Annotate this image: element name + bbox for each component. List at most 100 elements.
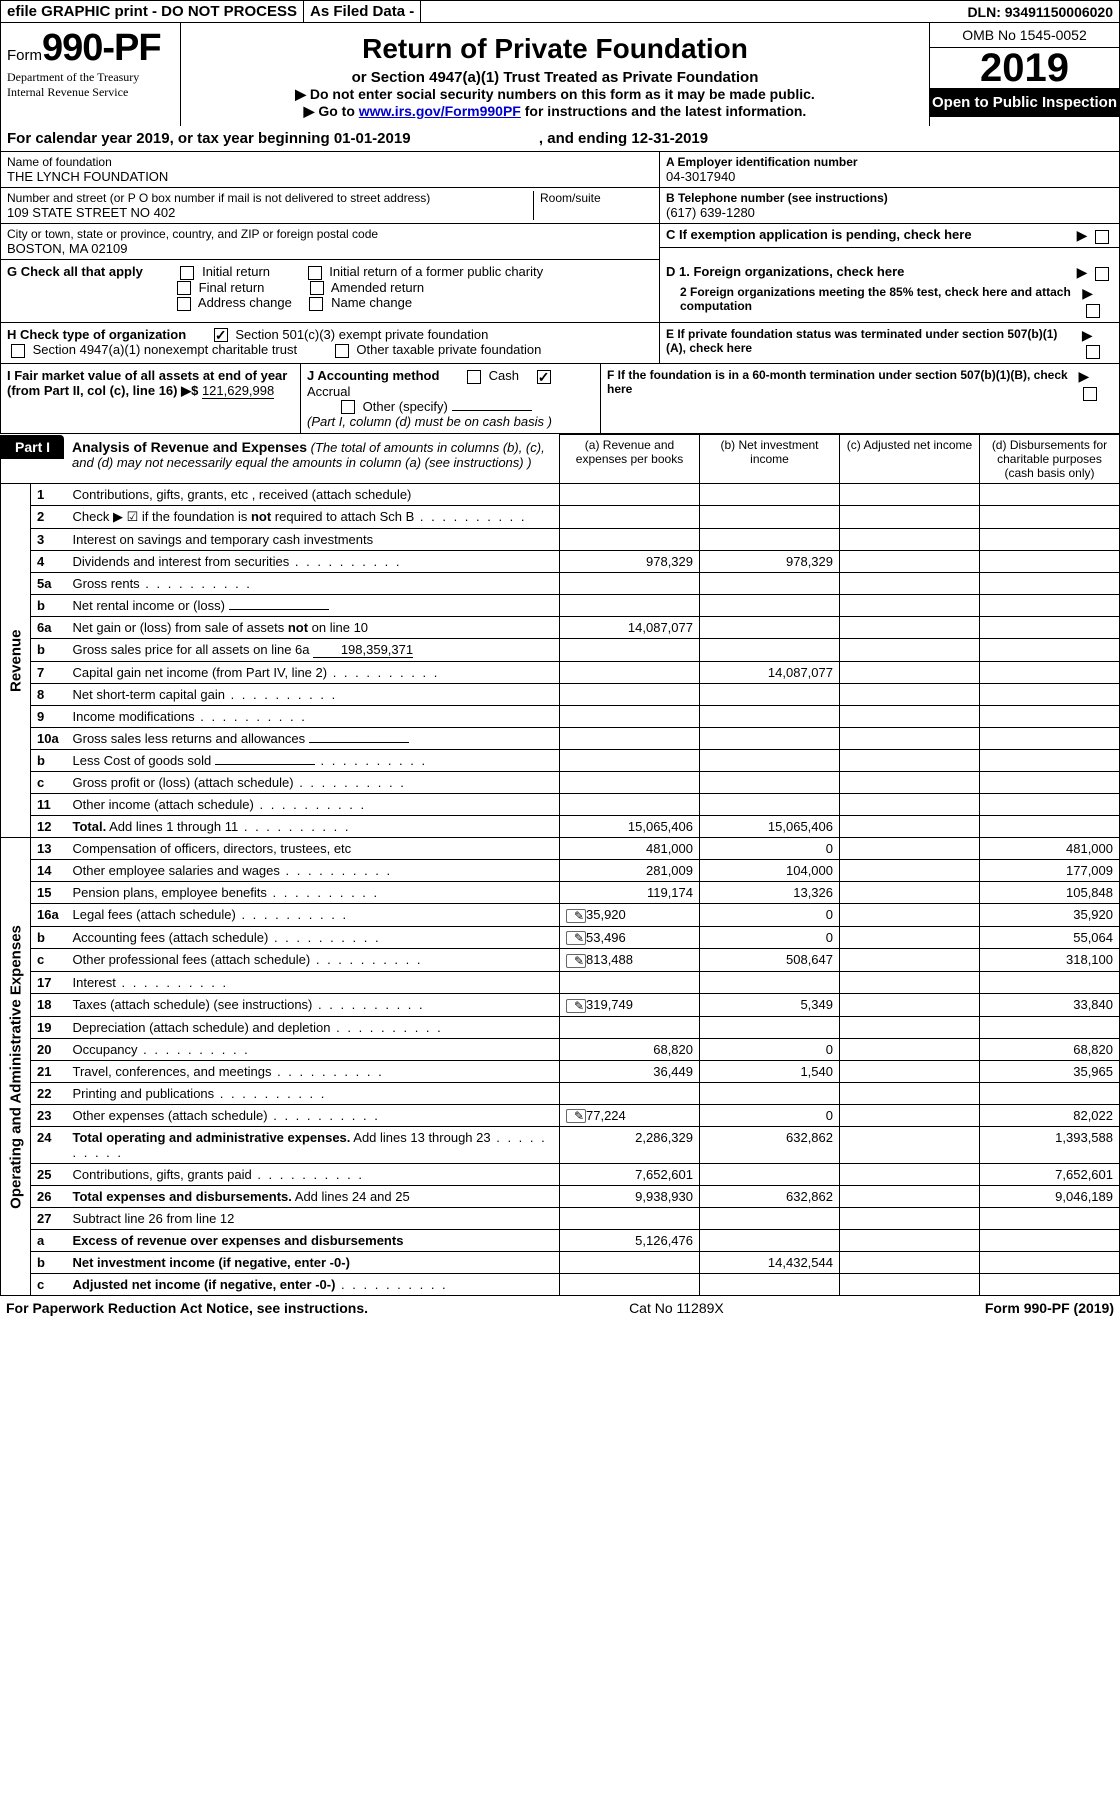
value-cell — [700, 573, 840, 595]
header-left: Form990-PF Department of the Treasury In… — [1, 23, 181, 126]
exemption-pending-cell: C If exemption application is pending, c… — [660, 224, 1119, 248]
value-cell — [840, 971, 980, 993]
value-cell — [560, 684, 700, 706]
section-i-j-f: I Fair market value of all assets at end… — [0, 364, 1120, 434]
end-date: 12-31-2019 — [631, 130, 708, 147]
attach-icon[interactable] — [566, 999, 586, 1013]
line-description: Contributions, gifts, grants paid — [67, 1164, 560, 1186]
value-cell — [840, 772, 980, 794]
line-description: Travel, conferences, and meetings — [67, 1060, 560, 1082]
value-cell — [700, 1208, 840, 1230]
line-number: 3 — [31, 529, 67, 551]
telephone-cell: B Telephone number (see instructions) (6… — [660, 188, 1119, 224]
table-row: 4Dividends and interest from securities9… — [1, 551, 1120, 573]
section-d: D 1. Foreign organizations, check here ▶… — [659, 260, 1119, 322]
table-row: 5aGross rents — [1, 573, 1120, 595]
value-cell — [980, 1016, 1120, 1038]
value-cell: 33,840 — [980, 993, 1120, 1016]
attach-icon[interactable] — [566, 1109, 586, 1123]
value-cell: 7,652,601 — [560, 1164, 700, 1186]
line-description: Net investment income (if negative, ente… — [67, 1252, 560, 1274]
line-number: c — [31, 1274, 67, 1296]
value-cell — [840, 706, 980, 728]
value-cell: 104,000 — [700, 860, 840, 882]
value-cell: 0 — [700, 1038, 840, 1060]
value-cell — [700, 617, 840, 639]
table-row: 25Contributions, gifts, grants paid7,652… — [1, 1164, 1120, 1186]
value-cell: 0 — [700, 1104, 840, 1127]
value-cell: 14,432,544 — [700, 1252, 840, 1274]
value-cell — [840, 1038, 980, 1060]
501c3-checkbox[interactable] — [214, 328, 228, 342]
value-cell: 813,488 — [560, 949, 700, 972]
line-description: Income modifications — [67, 706, 560, 728]
value-cell: 0 — [700, 838, 840, 860]
value-cell: 1,540 — [700, 1060, 840, 1082]
table-row: 7Capital gain net income (from Part IV, … — [1, 662, 1120, 684]
table-row: 2Check ▶ ☑ if the foundation is not requ… — [1, 506, 1120, 529]
value-cell: 77,224 — [560, 1104, 700, 1127]
irs-link[interactable]: www.irs.gov/Form990PF — [359, 103, 521, 119]
line-description: Interest on savings and temporary cash i… — [67, 529, 560, 551]
header-right: OMB No 1545-0052 2019 Open to Public Ins… — [929, 23, 1119, 126]
table-row: 15Pension plans, employee benefits119,17… — [1, 882, 1120, 904]
line-number: 13 — [31, 838, 67, 860]
value-cell: 13,326 — [700, 882, 840, 904]
value-cell: 68,820 — [980, 1038, 1120, 1060]
value-cell: 978,329 — [560, 551, 700, 573]
table-row: 3Interest on savings and temporary cash … — [1, 529, 1120, 551]
attach-icon[interactable] — [566, 931, 586, 945]
footer-catno: Cat No 11289X — [629, 1300, 724, 1316]
value-cell: 105,848 — [980, 882, 1120, 904]
line-description: Subtract line 26 from line 12 — [67, 1208, 560, 1230]
omb-number: OMB No 1545-0052 — [930, 23, 1119, 48]
line-description: Excess of revenue over expenses and disb… — [67, 1230, 560, 1252]
address-cell: Number and street (or P O box number if … — [1, 188, 659, 224]
value-cell — [840, 1164, 980, 1186]
line-number: 8 — [31, 684, 67, 706]
table-row: 8Net short-term capital gain — [1, 684, 1120, 706]
value-cell — [840, 750, 980, 772]
value-cell — [980, 1252, 1120, 1274]
line-number: 7 — [31, 662, 67, 684]
value-cell — [840, 993, 980, 1016]
accrual-checkbox[interactable] — [537, 370, 551, 384]
line-description: Other expenses (attach schedule) — [67, 1104, 560, 1127]
line-number: 5a — [31, 573, 67, 595]
value-cell — [840, 595, 980, 617]
value-cell — [700, 1016, 840, 1038]
value-cell — [560, 506, 700, 529]
line-description: Other income (attach schedule) — [67, 794, 560, 816]
header-title-block: Return of Private Foundation or Section … — [181, 23, 929, 126]
value-cell — [700, 1274, 840, 1296]
line-description: Printing and publications — [67, 1082, 560, 1104]
table-row: 20Occupancy68,820068,820 — [1, 1038, 1120, 1060]
col-a-header: (a) Revenue and expenses per books — [560, 435, 700, 484]
col-b-header: (b) Net investment income — [700, 435, 840, 484]
ein-value: 04-3017940 — [666, 169, 1113, 184]
attach-icon[interactable] — [566, 909, 586, 923]
value-cell — [980, 1208, 1120, 1230]
value-cell — [840, 1127, 980, 1164]
line-number: 19 — [31, 1016, 67, 1038]
value-cell — [840, 904, 980, 927]
value-cell — [980, 617, 1120, 639]
value-cell — [700, 706, 840, 728]
attach-icon[interactable] — [566, 954, 586, 968]
value-cell — [840, 551, 980, 573]
value-cell — [700, 1082, 840, 1104]
value-cell: 508,647 — [700, 949, 840, 972]
line-description: Compensation of officers, directors, tru… — [67, 838, 560, 860]
value-cell — [700, 639, 840, 662]
form-subtitle: or Section 4947(a)(1) Trust Treated as P… — [187, 69, 923, 86]
value-cell — [840, 838, 980, 860]
line-number: 4 — [31, 551, 67, 573]
value-cell — [700, 484, 840, 506]
section-g-d: G Check all that apply Initial return In… — [0, 260, 1120, 323]
section-g: G Check all that apply Initial return In… — [1, 260, 659, 322]
exemption-checkbox[interactable] — [1095, 230, 1109, 244]
foundation-name: THE LYNCH FOUNDATION — [7, 169, 653, 184]
line-description: Less Cost of goods sold — [67, 750, 560, 772]
line-description: Depreciation (attach schedule) and deple… — [67, 1016, 560, 1038]
line-number: a — [31, 1230, 67, 1252]
